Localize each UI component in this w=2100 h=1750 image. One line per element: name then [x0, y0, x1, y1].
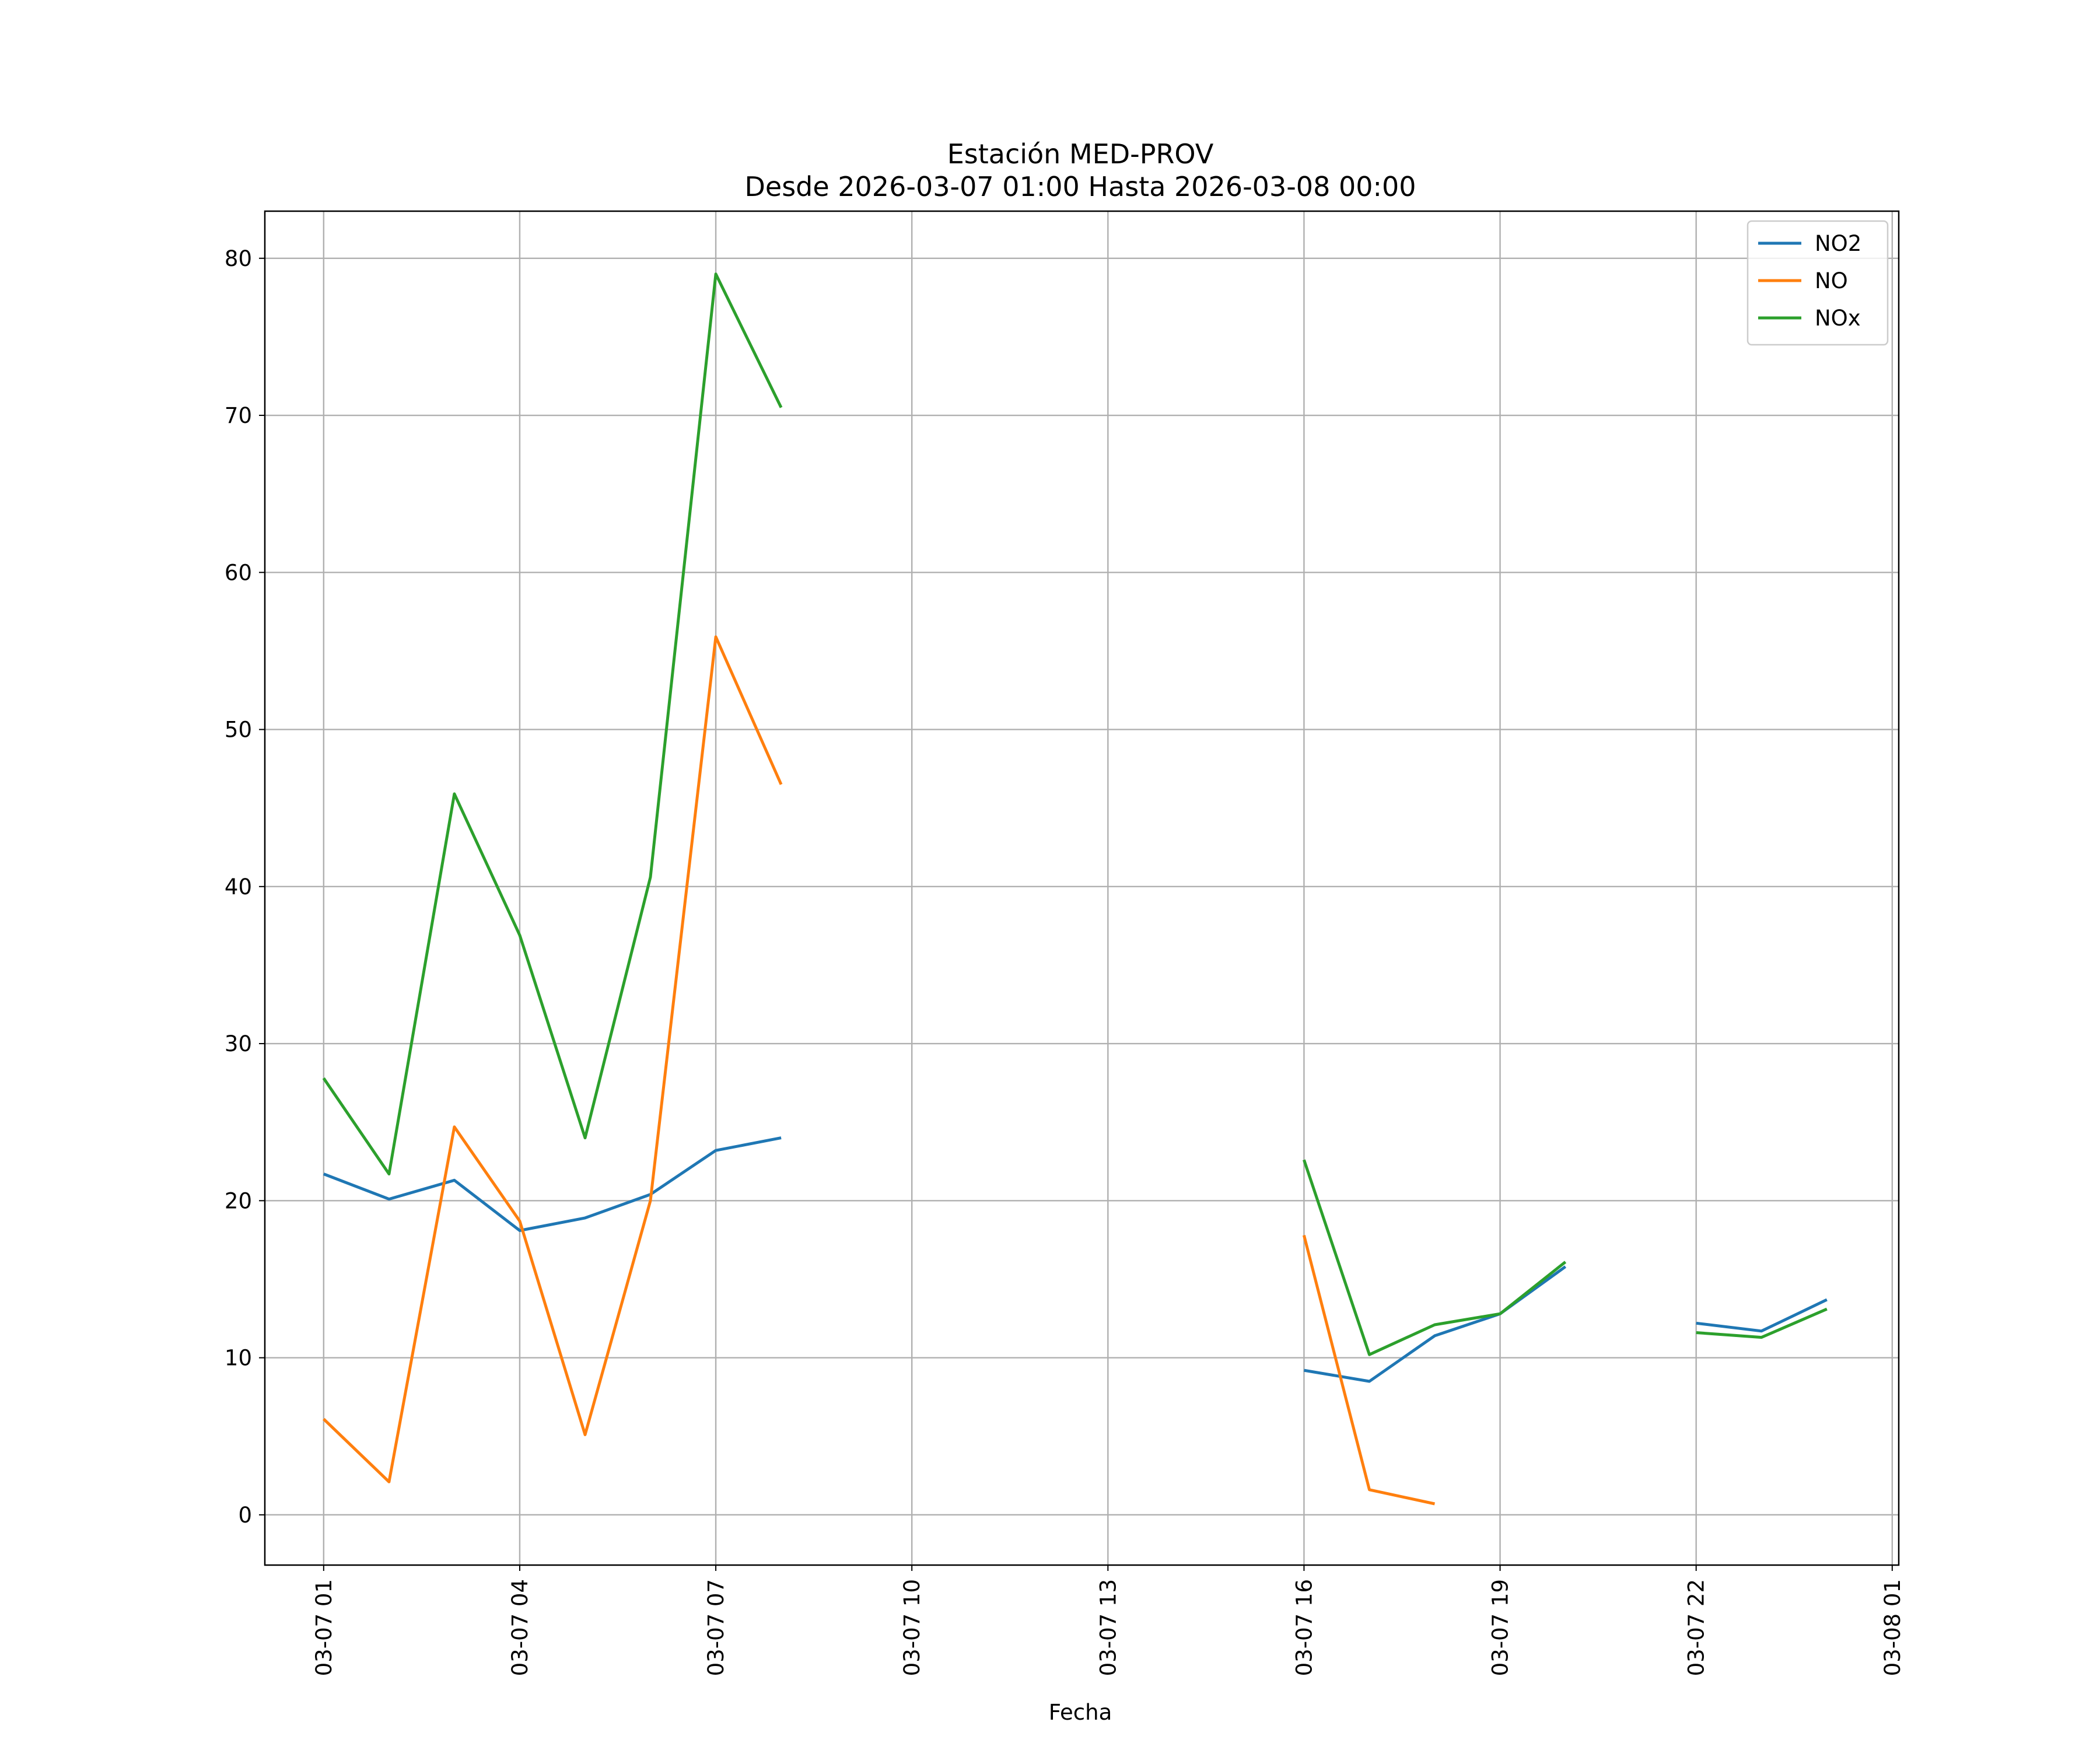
- legend-label-no: NO: [1815, 268, 1848, 293]
- series-no2-line: [1696, 1298, 1828, 1333]
- series-no2-line: [323, 1136, 782, 1232]
- y-tick-label: 80: [225, 246, 252, 271]
- y-tick-label: 70: [225, 403, 252, 428]
- series-nox-group: [322, 272, 1828, 1356]
- x-axis-label: Fecha: [1049, 1700, 1112, 1725]
- y-tick-label: 50: [225, 718, 252, 743]
- x-tick-label: 03-07 16: [1292, 1579, 1317, 1676]
- series-no2-group: [323, 1136, 1828, 1383]
- series-no-line: [1302, 1234, 1436, 1506]
- legend: NO2 NO NOx: [1746, 220, 1889, 346]
- series-nox-line: [1696, 1307, 1828, 1339]
- x-axis-ticks: 03-07 01 03-07 04 03-07 07 03-07 10 03-07 13…: [312, 1565, 1905, 1676]
- y-tick-label: 10: [225, 1346, 252, 1371]
- plot-area-frame: [264, 210, 1900, 1566]
- x-tick-label: 03-08 01: [1880, 1579, 1905, 1676]
- series-no-line: [323, 635, 783, 1483]
- y-tick-label: 40: [225, 874, 252, 900]
- x-tick-label: 03-07 19: [1488, 1579, 1513, 1676]
- chart-subtitle: Desde 2026-03-07 01:00 Hasta 2026-03-08 …: [744, 171, 1416, 202]
- legend-label-nox: NOx: [1815, 306, 1861, 331]
- x-tick-label: 03-07 10: [900, 1579, 925, 1676]
- y-tick-label: 60: [225, 560, 252, 585]
- series-no-group: [323, 635, 1436, 1506]
- x-tick-label: 03-07 01: [312, 1579, 337, 1676]
- y-tick-label: 30: [225, 1031, 252, 1056]
- series-lines: [322, 272, 1828, 1506]
- x-tick-label: 03-07 04: [508, 1579, 533, 1676]
- series-nox-line: [322, 272, 783, 1175]
- grid-lines: [265, 211, 1899, 1565]
- legend-box: [1746, 220, 1889, 346]
- y-axis-ticks: 0 10 20 30 40 50 60 70 80: [225, 246, 265, 1528]
- x-tick-label: 03-07 22: [1684, 1579, 1709, 1676]
- series-nox-line: [1303, 1159, 1567, 1356]
- x-tick-label: 03-07 07: [704, 1579, 729, 1676]
- chart-title: Estación MED-PROV: [947, 138, 1214, 170]
- legend-label-no2: NO2: [1815, 231, 1861, 256]
- y-tick-label: 0: [238, 1503, 252, 1528]
- y-tick-label: 20: [225, 1188, 252, 1213]
- x-tick-label: 03-07 13: [1096, 1579, 1121, 1676]
